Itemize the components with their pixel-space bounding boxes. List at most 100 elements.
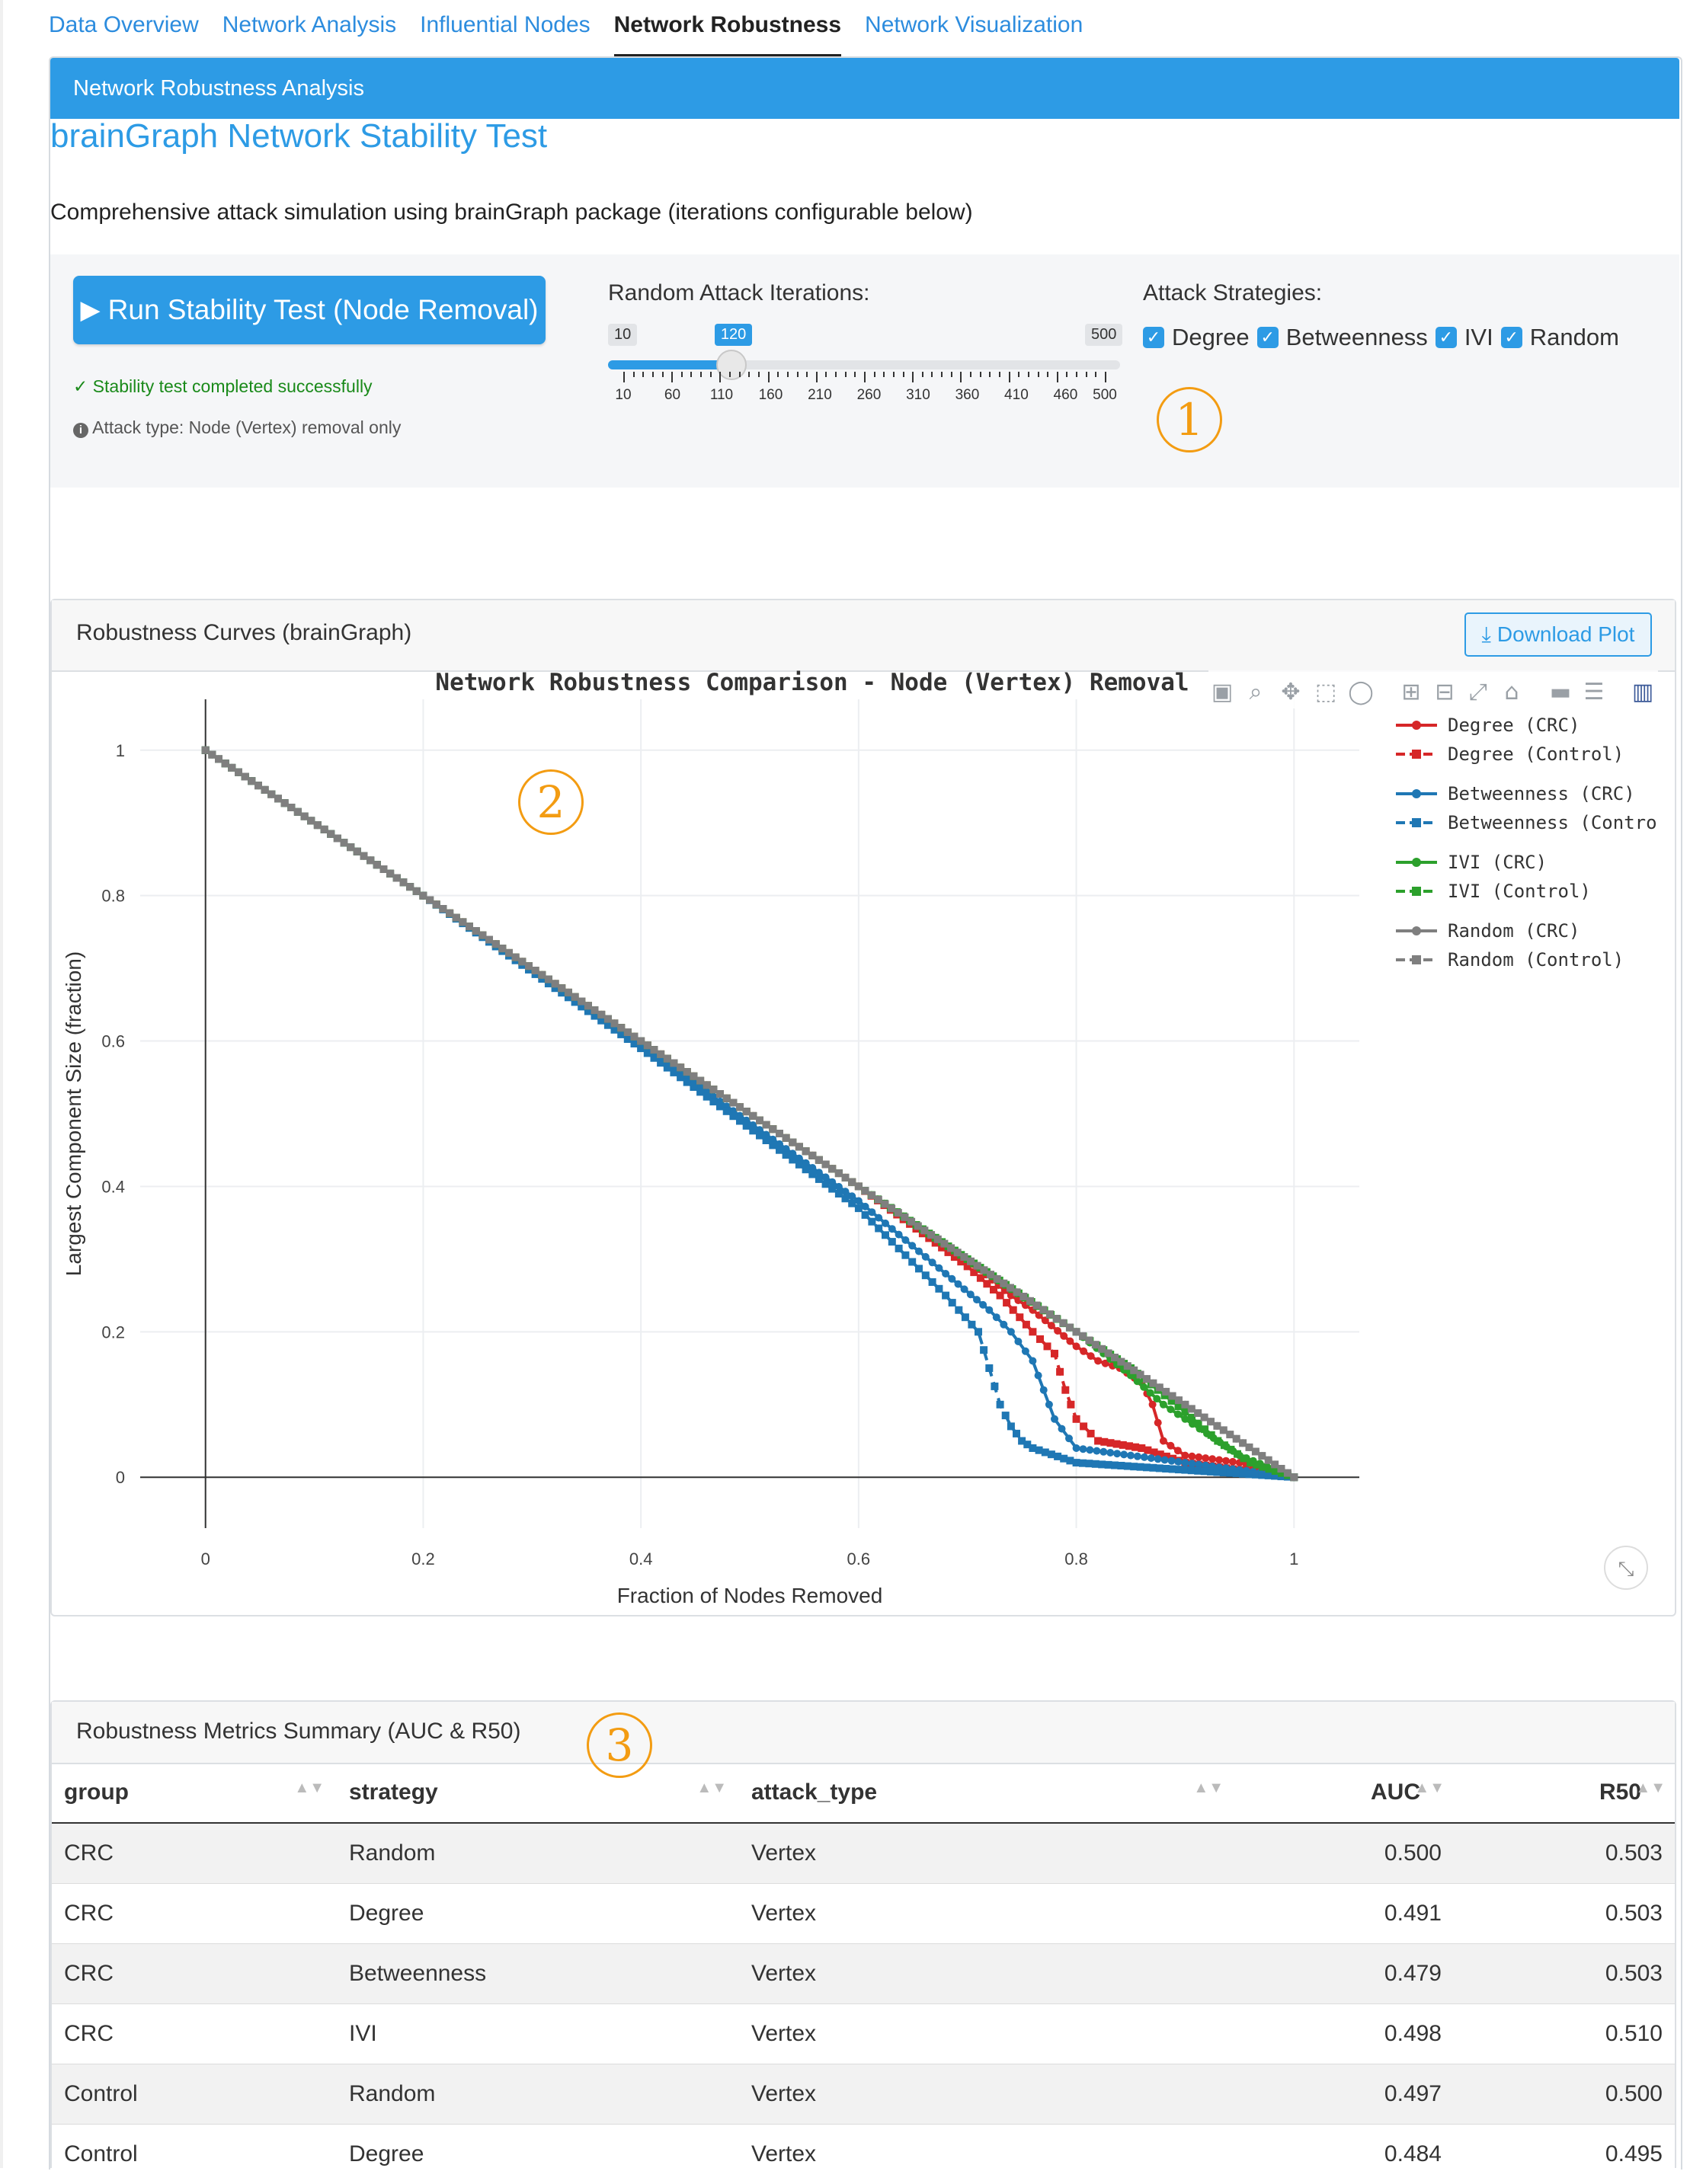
legend-item[interactable]: Betweenness (Control) — [1396, 812, 1658, 833]
data-point — [901, 1236, 909, 1244]
legend-item[interactable]: IVI (CRC) — [1396, 852, 1547, 873]
strategy-ivi-checkbox[interactable]: ✓IVI — [1436, 324, 1493, 351]
data-point — [1153, 1395, 1160, 1402]
column-header-auc[interactable]: AUC▲▼ — [1236, 1763, 1454, 1823]
data-point — [584, 1002, 592, 1009]
data-point — [1093, 1447, 1100, 1455]
x-tick-label: 0 — [201, 1549, 210, 1568]
data-point — [1026, 1297, 1034, 1305]
run-stability-test-button[interactable]: ▶ Run Stability Test (Node Removal) — [73, 276, 546, 344]
cell-strategy: Random — [337, 1823, 739, 1884]
pan-icon[interactable]: ✥ — [1281, 679, 1300, 705]
slider-tick — [729, 372, 731, 377]
legend-item[interactable]: Degree (CRC) — [1396, 715, 1580, 736]
expand-icon: ⤡ — [1618, 1558, 1634, 1581]
legend-item[interactable]: Random (CRC) — [1396, 920, 1580, 942]
tab-influential-nodes[interactable]: Influential Nodes — [420, 0, 590, 56]
cell-strategy: Degree — [337, 2125, 739, 2184]
data-point — [948, 1275, 955, 1283]
slider-tick — [797, 372, 799, 377]
zoom-icon[interactable]: ⌕ — [1250, 679, 1263, 705]
lasso-icon[interactable]: ◯ — [1348, 679, 1374, 705]
data-point — [997, 1401, 1004, 1409]
data-point — [954, 1249, 962, 1256]
slider-tick-label: 500 — [1093, 387, 1117, 404]
legend-item[interactable]: Degree (Control) — [1396, 743, 1624, 765]
zoom-in-icon[interactable]: ⊞ — [1401, 679, 1420, 705]
compare-hover-icon[interactable]: ☰ — [1584, 679, 1605, 705]
cell-group: CRC — [52, 2004, 337, 2064]
column-header-attack-type[interactable]: attack_type▲▼ — [739, 1763, 1236, 1823]
slider-tick — [1009, 372, 1010, 382]
data-point — [802, 1147, 810, 1155]
zoom-out-icon[interactable]: ⊟ — [1435, 679, 1454, 705]
column-header-strategy[interactable]: strategy▲▼ — [337, 1763, 739, 1823]
iterations-slider[interactable] — [608, 360, 1120, 369]
data-point — [985, 1364, 993, 1372]
box-select-icon[interactable]: ⬚ — [1315, 679, 1336, 705]
strategy-random-checkbox[interactable]: ✓Random — [1501, 324, 1619, 351]
data-point — [855, 1182, 863, 1190]
data-point — [1087, 1352, 1095, 1360]
data-point — [1054, 1327, 1061, 1335]
legend-item[interactable]: IVI (Control) — [1396, 881, 1591, 902]
tab-network-analysis[interactable]: Network Analysis — [222, 0, 396, 56]
tab-network-robustness[interactable]: Network Robustness — [614, 0, 841, 56]
expand-plot-button[interactable]: ⤡ — [1605, 1546, 1647, 1589]
data-point — [1094, 1357, 1102, 1365]
data-point — [835, 1169, 843, 1177]
metrics-card: Robustness Metrics Summary (AUC & R50) g… — [50, 1700, 1676, 2168]
legend-label: IVI (CRC) — [1448, 852, 1547, 873]
data-point — [723, 1108, 731, 1115]
data-point — [657, 1050, 664, 1058]
data-point — [1154, 1455, 1162, 1463]
slider-tick — [768, 372, 770, 382]
column-header-label: attack_type — [751, 1779, 877, 1805]
slider-max-badge: 500 — [1085, 324, 1122, 346]
data-point — [993, 1313, 1000, 1321]
data-point — [466, 923, 473, 930]
autoscale-icon[interactable]: ⤢ — [1469, 679, 1487, 705]
data-point — [987, 1271, 994, 1278]
data-point — [242, 773, 249, 781]
data-point — [1033, 1302, 1041, 1309]
data-point — [664, 1064, 671, 1072]
slider-tick — [748, 372, 750, 377]
data-point — [644, 1050, 651, 1057]
data-point — [1160, 1437, 1167, 1445]
legend-item[interactable]: Random (Control) — [1396, 949, 1624, 970]
data-point — [949, 1299, 956, 1306]
data-point — [882, 1220, 889, 1227]
tab-data-overview[interactable]: Data Overview — [49, 0, 199, 56]
download-plot-button[interactable]: ⤓ Download Plot — [1464, 612, 1652, 657]
data-point — [1044, 1342, 1051, 1350]
data-point — [1051, 1415, 1058, 1423]
status-success-text: Stability test completed successfully — [93, 376, 373, 396]
slider-tick — [854, 372, 856, 377]
tab-network-visualization[interactable]: Network Visualization — [865, 0, 1083, 56]
camera-icon[interactable]: ▣ — [1211, 679, 1233, 705]
data-point — [1000, 1280, 1007, 1287]
legend-item[interactable]: Betweenness (CRC) — [1396, 783, 1635, 804]
strategy-betweenness-checkbox[interactable]: ✓Betweenness — [1257, 324, 1428, 351]
strategy-degree-checkbox[interactable]: ✓Degree — [1143, 324, 1250, 351]
plotly-logo-icon[interactable]: ▥ — [1632, 679, 1653, 705]
column-header-group[interactable]: group▲▼ — [52, 1763, 337, 1823]
column-header-r50[interactable]: R50▲▼ — [1454, 1763, 1675, 1823]
slider-tick — [787, 372, 789, 377]
chart-title: Network Robustness Comparison - Node (Ve… — [435, 669, 1189, 696]
data-point — [942, 1292, 949, 1300]
data-point — [591, 1006, 599, 1014]
data-point — [228, 764, 235, 772]
spike-lines-icon[interactable]: ▬ — [1550, 679, 1571, 705]
data-point — [868, 1218, 875, 1226]
home-icon[interactable]: ⌂ — [1504, 679, 1519, 705]
data-point — [670, 1060, 677, 1067]
